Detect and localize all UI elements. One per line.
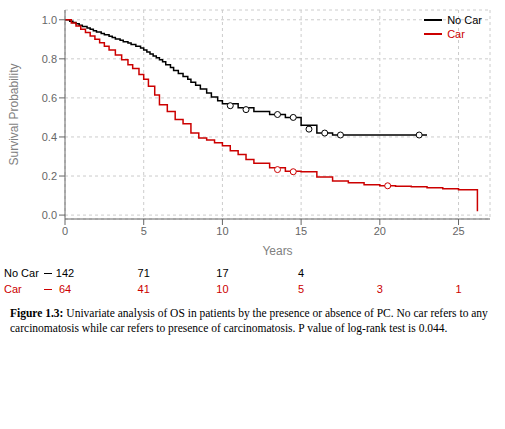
svg-text:15: 15 [295,225,307,237]
svg-text:0: 0 [62,225,68,237]
html-text:17: 17 [216,267,229,279]
svg-text:0.4: 0.4 [42,131,57,143]
html-text:4: 4 [298,267,305,279]
svg-text:20: 20 [374,225,386,237]
html-text:1: 1 [455,283,462,295]
svg-text:0.8: 0.8 [42,53,57,65]
html-text:Car: Car [4,283,22,295]
svg-text:Years: Years [262,244,292,258]
svg-text:0.6: 0.6 [42,92,57,104]
svg-text:Survival Probability: Survival Probability [8,63,21,165]
html-text:64: 64 [58,283,72,295]
svg-text:1.0: 1.0 [42,14,57,26]
html-text:No Car: No Car [447,14,482,26]
svg-text:0.2: 0.2 [42,170,57,182]
html-text:No Car: No Car [4,267,39,279]
svg-text:25: 25 [452,225,464,237]
html-text:71: 71 [137,267,150,279]
html-text:41: 41 [137,283,150,295]
html-text:Figure 1.3: Univariate analysi: Figure 1.3: Univariate analysis of OS in… [10,307,491,334]
html-text:10: 10 [216,283,229,295]
html-text:Car: Car [447,28,465,40]
svg-text:5: 5 [141,225,147,237]
svg-text:10: 10 [216,225,228,237]
html-text:3: 3 [376,283,383,295]
svg-text:0.0: 0.0 [42,209,57,221]
html-text:142: 142 [55,267,75,279]
html-text:5: 5 [298,283,305,295]
